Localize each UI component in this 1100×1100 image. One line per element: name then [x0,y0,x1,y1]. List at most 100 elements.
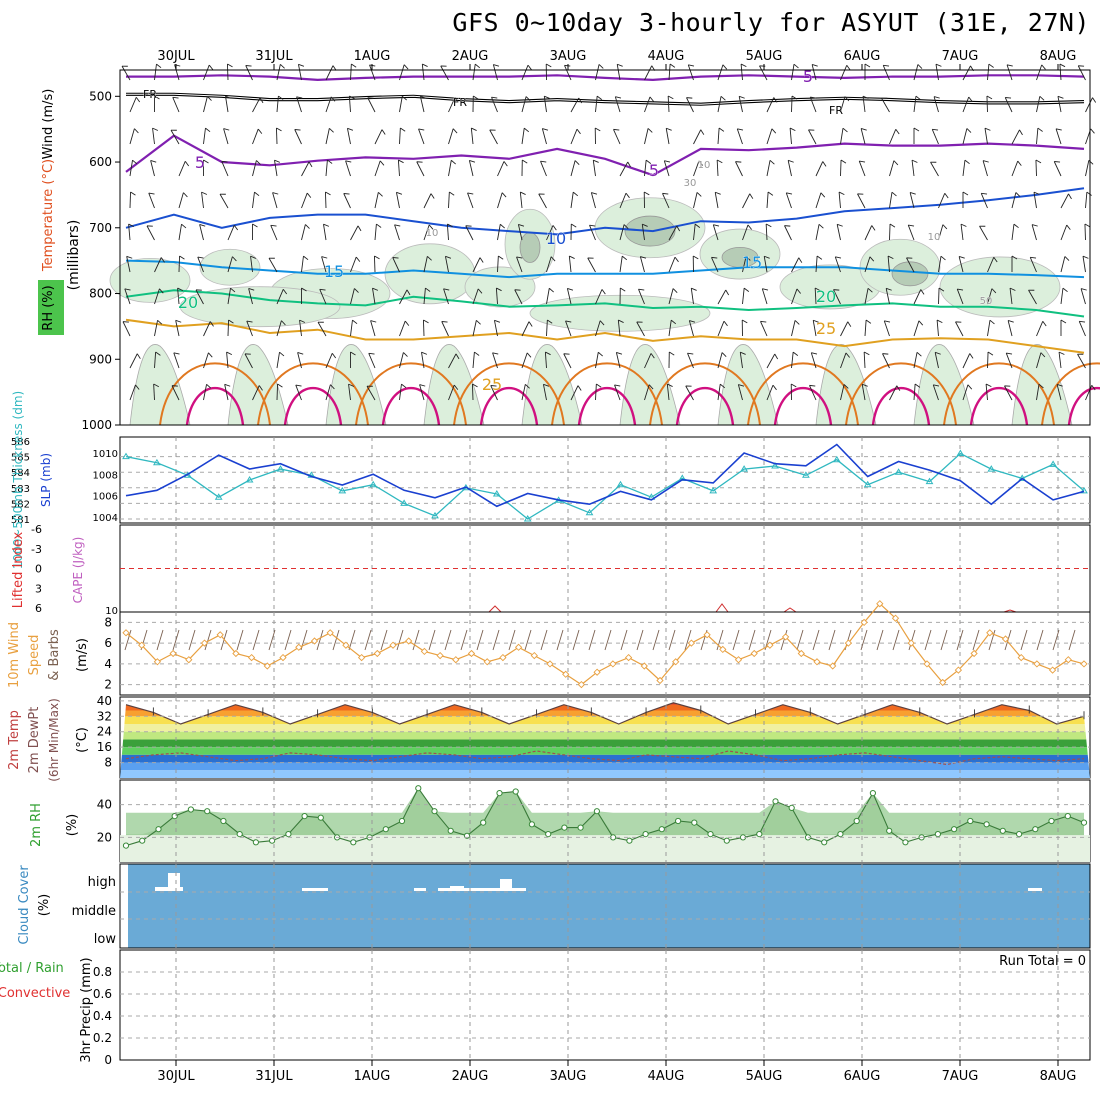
rh2m-point-28 [577,824,584,831]
wind-barb-flag [299,319,306,323]
thickness-point-13 [523,515,532,522]
wind-barb-37-6 [1029,256,1037,273]
wind-barb-11-2 [399,127,406,145]
wind-barb-19-9 [595,351,603,369]
wind-barb-15-1 [491,96,498,113]
isotherm-FR-inner-0 [126,93,1085,105]
wind-barb-flag [578,97,583,104]
wind-barb-29-7 [833,289,841,305]
wind-barb-shaft [616,64,621,81]
wind-barb-4-1 [225,95,232,113]
rh-lower-4 [521,344,583,426]
wind-barb-9-1 [348,95,355,113]
ylabel-wind: Wind (m/s) [41,89,56,160]
wind-barb-flag [357,225,362,232]
wind-barb-34-0 [962,65,974,81]
wind-barb-flag [860,128,867,131]
wind-barb-37-1 [1036,96,1045,113]
rh2m-point-24 [512,788,519,795]
wind10m-barb-11 [300,629,308,651]
wind-barb-flag [516,256,523,259]
wind-barb-shaft [177,288,180,305]
wind-barb-shaft [864,288,869,305]
thickness-point-23 [832,455,841,463]
wind-barb-flag [392,257,399,259]
top-xtick-label-4: 3AUG [550,49,587,64]
wind-barb-shaft [1078,321,1086,337]
wind-barb-shaft [913,64,919,81]
thickness-point-10 [431,511,439,519]
wind-barb-shaft [443,288,449,305]
wind-barb-flag [810,96,817,99]
wind10m-point-49 [891,614,900,622]
wind-barb-flag [871,225,876,231]
wind-barb-shaft [613,129,621,145]
wind-barb-flag [743,287,750,292]
wind-barb-10-1 [367,97,376,113]
wind-barb-19-6 [587,257,596,273]
wind10m-barb-42 [796,629,804,651]
wind-barb-shaft [766,192,769,209]
wind-barb-shaft [668,256,676,273]
rh2m-point-33 [658,826,665,833]
wind-barb-flag [749,193,754,199]
wind-barb-shaft [521,321,530,337]
wind-barb-shaft [274,160,278,177]
wind-barb-24-9 [717,352,727,369]
wind10m-point-55 [986,629,994,637]
wind-barb-6-6 [268,257,278,273]
isotherm-15-4 [125,259,1085,279]
wind-barb-39-10 [1085,385,1096,401]
wind-barb-16-0 [521,64,532,81]
wind-barb-shaft [448,353,457,369]
wind-barb-19-4 [590,192,598,209]
wind-barb-1-8 [154,319,163,337]
wind-barb-flag [547,319,553,324]
thickness-point-7 [338,486,347,494]
wind-barb-37-0 [1036,64,1046,81]
wind-barb-35-10 [985,383,992,401]
thickness-point-26 [925,477,934,485]
wind-barb-shaft [129,128,135,145]
wind-barb-flag [494,319,501,323]
wind-barb-flag [440,65,447,67]
wind-barb-31-1 [881,97,890,113]
wind-barb-flag [226,351,233,356]
temp2m-band-4 [120,702,1090,705]
wind-barb-flag [160,257,165,263]
wind-barb-14-1 [472,95,479,113]
wind-barb-flag [501,192,507,198]
wind-barb-shaft [399,320,406,337]
wind-barb-36-8 [1007,320,1014,337]
wind-barb-flag [666,127,672,131]
wind-barb-21-4 [643,191,650,209]
bottom-xtick-label-2: 1AUG [354,1069,391,1084]
precip-ytick-3: 0.2 [93,1031,112,1045]
wind-barb-shaft [448,191,450,209]
wind-barb-shaft [1011,160,1019,177]
wind-barb-flag [762,288,769,291]
wind-barb-13-10 [448,384,459,401]
temp2m-band-8 [120,754,1090,763]
wind10m-point-9 [263,662,271,670]
wind-barb-3-8 [203,321,214,337]
cape-spike-2 [783,607,797,613]
temp2m-band-6 [120,739,1090,748]
top-xtick-label-6: 5AUG [746,49,783,64]
wind-barb-23-7 [690,287,697,305]
wind-barb-shaft [736,128,743,145]
ylabel-precip: 3hr Precip (mm) [79,957,94,1062]
wind-barb-flag [569,255,575,259]
wind-barb-shaft [492,64,498,81]
wind-barb-flag [420,95,427,99]
wind-barb-shaft [570,192,574,209]
precip-ytick-2: 0.4 [93,1009,112,1023]
wind-barb-37-5 [1031,224,1038,241]
wind-barb-shaft [760,321,768,337]
thickness-line [125,452,1085,520]
wind-barb-flag [716,159,723,164]
wind-barb-shaft [742,256,747,273]
wind-barb-25-9 [739,351,746,369]
wind10m-point-21 [452,656,460,664]
wind-barb-shaft [693,160,700,177]
